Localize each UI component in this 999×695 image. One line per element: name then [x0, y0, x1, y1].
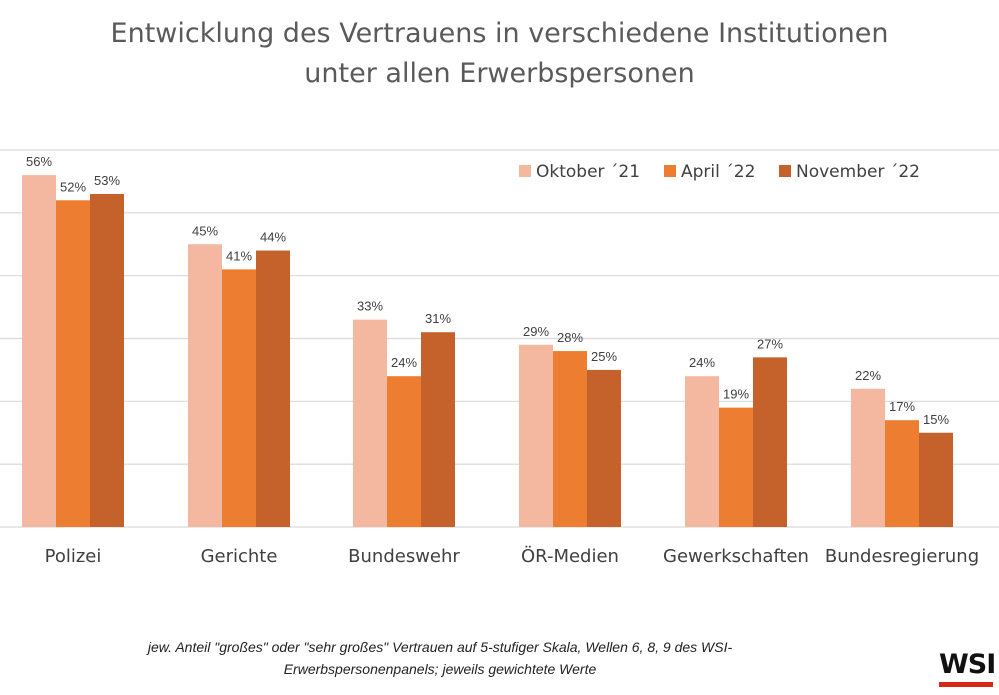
data-label: 19%: [723, 387, 749, 402]
bar: [919, 432, 953, 527]
data-label: 53%: [94, 173, 120, 188]
legend-label: Oktober ´21: [536, 162, 640, 182]
bar: [222, 269, 256, 527]
data-label: 28%: [557, 330, 583, 345]
data-label: 52%: [60, 179, 86, 194]
bar: [188, 244, 222, 527]
footnote: jew. Anteil "großes" oder "sehr großes" …: [40, 636, 840, 680]
data-label: 25%: [591, 349, 617, 364]
data-label: 29%: [523, 324, 549, 339]
data-label: 22%: [855, 368, 881, 383]
data-label: 56%: [26, 154, 52, 169]
category-label: Polizei: [45, 546, 102, 567]
chart-title-line-1: Entwicklung des Vertrauens in verschiede…: [110, 18, 889, 49]
bar: [387, 376, 421, 527]
legend-swatch: [519, 165, 531, 177]
bar: [353, 319, 387, 527]
bar: [587, 369, 621, 527]
data-label: 27%: [757, 336, 783, 351]
bar: [56, 200, 90, 527]
bar: [90, 193, 124, 527]
chart-title: Entwicklung des Vertrauens in verschiede…: [0, 14, 999, 94]
legend-swatch: [664, 165, 676, 177]
wsi-logo-text: WSI: [939, 649, 996, 680]
bar: [885, 420, 919, 527]
data-label: 24%: [689, 355, 715, 370]
bar: [851, 388, 885, 527]
data-label: 17%: [889, 399, 915, 414]
data-label: 45%: [192, 223, 218, 238]
data-label: 15%: [923, 412, 949, 427]
bar: [421, 332, 455, 527]
bar: [553, 351, 587, 527]
bar: [519, 344, 553, 527]
data-label: 33%: [357, 299, 383, 314]
wsi-logo: WSI: [939, 649, 996, 689]
footnote-line-1: jew. Anteil "großes" oder "sehr großes" …: [147, 639, 733, 655]
legend-label: April ´22: [681, 162, 755, 182]
category-label: ÖR-Medien: [521, 545, 619, 567]
bar: [685, 376, 719, 527]
data-label: 44%: [260, 230, 286, 245]
category-label: Bundesregierung: [825, 546, 979, 567]
wsi-logo-bar: [939, 682, 993, 687]
bar: [256, 250, 290, 528]
data-label: 41%: [226, 248, 252, 263]
legend-label: November ´22: [796, 162, 920, 182]
footnote-line-2: Erwerbspersonenpanels; jeweils gewichtet…: [283, 661, 597, 677]
chart-title-line-2: unter allen Erwerbspersonen: [304, 58, 695, 89]
bar: [753, 357, 787, 527]
data-label: 24%: [391, 355, 417, 370]
bar: [22, 175, 56, 527]
category-label: Gerichte: [201, 546, 278, 567]
category-label: Gewerkschaften: [663, 546, 809, 567]
legend-swatch: [779, 165, 791, 177]
category-label: Bundeswehr: [348, 546, 460, 567]
data-label: 31%: [425, 311, 451, 326]
bar: [719, 407, 753, 527]
